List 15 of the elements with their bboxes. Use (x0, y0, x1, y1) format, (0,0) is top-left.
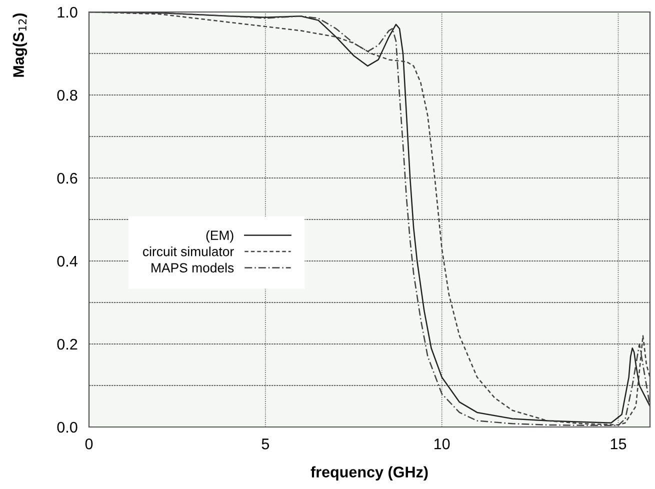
legend-label: MAPS models (152, 262, 234, 272)
x-tick-label: 15 (610, 438, 626, 450)
y-axis-title: Mag(S$_{12}$) (12, 13, 28, 77)
x-tick-label: 0 (85, 438, 93, 450)
x-axis-title: frequency (GHz) (310, 466, 428, 480)
y-tick-label: 0.6 (57, 172, 78, 184)
x-tick-label: 5 (262, 438, 270, 450)
y-tick-label: 0.4 (57, 256, 78, 267)
y-tick-label: 0.8 (57, 90, 78, 101)
y-tick-label: 1.0 (58, 6, 78, 18)
legend-label: circuit simulator (143, 246, 234, 256)
y-tick-label: 0.2 (57, 338, 78, 350)
x-tick-label: 10 (434, 438, 450, 450)
y-tick-label: 0.0 (57, 422, 78, 433)
legend-label: (EM) (206, 230, 234, 243)
